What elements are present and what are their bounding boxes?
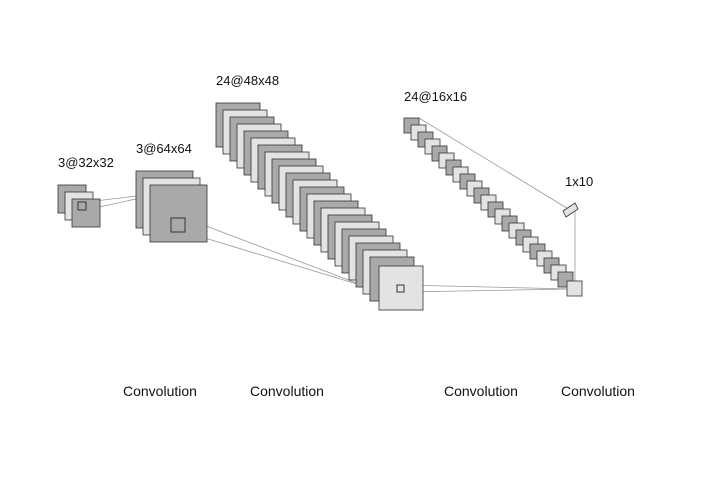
kernel-marker-layer-1 <box>170 217 186 233</box>
operation-label-2: Convolution <box>250 383 324 399</box>
layer-0-feature-maps <box>57 184 101 228</box>
feature-map <box>149 184 208 243</box>
kernel-marker-layer-2 <box>396 284 405 293</box>
connector-line <box>418 117 571 211</box>
layer-2-label: 24@48x48 <box>216 73 279 88</box>
layer-3-label: 24@16x16 <box>404 89 467 104</box>
layer-2-feature-maps <box>215 102 424 311</box>
layer-0-label: 3@32x32 <box>58 155 114 170</box>
feature-map <box>378 265 424 311</box>
output-map <box>562 202 579 218</box>
layer-1-feature-maps <box>135 170 208 243</box>
layer-1-label: 3@64x64 <box>136 141 192 156</box>
layer-4-label: 1x10 <box>565 174 593 189</box>
connectors <box>85 117 576 293</box>
connector-line <box>403 284 573 290</box>
operation-label-4: Convolution <box>561 383 635 399</box>
operation-label-1: Convolution <box>123 383 197 399</box>
feature-map <box>566 280 583 297</box>
connector-line <box>403 288 573 293</box>
layer-3-feature-maps <box>403 117 583 297</box>
connector-line <box>184 231 368 288</box>
operation-label-3: Convolution <box>444 383 518 399</box>
connector-line <box>184 217 368 288</box>
kernel-marker-layer-0 <box>77 201 87 211</box>
layer-4-output <box>562 202 579 218</box>
